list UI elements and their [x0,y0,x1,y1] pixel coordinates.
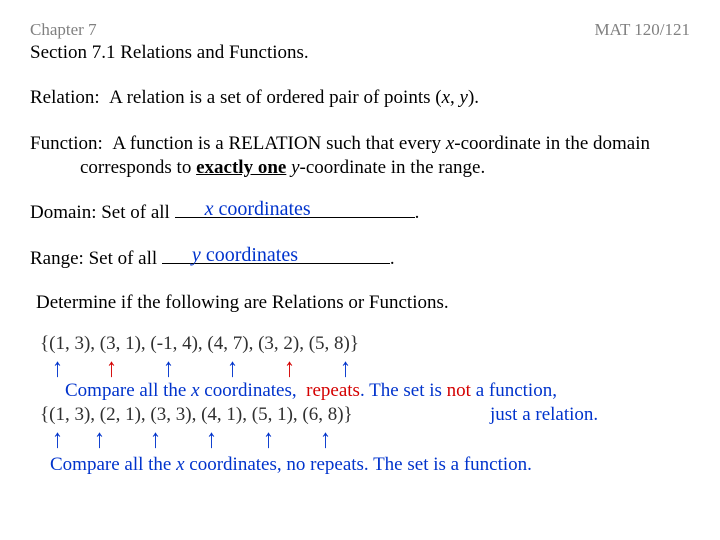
fn-line1a: A function is a RELATION such that every [112,133,445,154]
relation-definition: Relation: A relation is a set of ordered… [30,86,690,110]
c2-x: x [176,454,184,475]
function-line2: corresponds to exactly one y-coordinate … [30,156,690,180]
c1-x: x [191,380,199,401]
up-arrow-icon: ↑ [263,424,274,455]
up-arrow-icon: ↑ [284,352,295,383]
up-arrow-icon: ↑ [52,352,63,383]
fn-x: x [446,133,454,154]
c2-b: coordinates, no repeats. The set is a fu… [185,454,532,475]
determine-prompt: Determine if the following are Relations… [30,291,690,315]
comment1: Compare all the x coordinates, repeats. … [30,379,690,403]
up-arrow-icon: ↑ [106,352,117,383]
row2-wrap: {(1, 3), (2, 1), (3, 3), (4, 1), (5, 1),… [30,404,690,426]
relation-text-a: A relation is a set of ordered pair of p… [109,87,441,108]
up-arrow-icon: ↑ [52,424,63,455]
range-y: y [192,244,201,266]
comma: , [450,87,460,108]
relation-text-b: ). [468,87,479,108]
c1-line2: just a relation. [490,404,598,426]
c1-d: a function, [471,380,557,401]
var-y: y [460,87,468,108]
range-fill: y coordinates [192,243,298,268]
up-arrow-icon: ↑ [340,352,351,383]
section-title: Section 7.1 Relations and Functions. [30,42,690,64]
range-rest: coordinates [201,244,298,266]
chapter-label: Chapter 7 [30,20,97,40]
range-period: . [390,248,395,269]
fn-y: y [291,157,299,178]
up-arrow-icon: ↑ [163,352,174,383]
fn-line1b: -coordinate in the domain [454,133,650,154]
fn-line2a: corresponds to [80,157,196,178]
var-x: x [442,87,450,108]
relation-label: Relation: [30,87,100,108]
fn-line2b: -coordinate in the range. [300,157,486,178]
up-arrow-icon: ↑ [320,424,331,455]
exactly-one: exactly one [196,157,286,178]
course-label: MAT 120/121 [594,20,690,40]
page-header: Chapter 7 MAT 120/121 [0,0,720,40]
up-arrow-icon: ↑ [206,424,217,455]
range-blank: y coordinates [162,247,390,271]
c1-repeats: repeats [306,380,360,401]
function-definition: Function: A function is a RELATION such … [30,132,690,180]
up-arrow-icon: ↑ [94,424,105,455]
c1-b: coordinates, [200,380,297,401]
range-line: Range: Set of all y coordinates. [30,247,690,271]
domain-period: . [415,202,420,223]
function-label: Function: [30,133,103,154]
up-arrow-icon: ↑ [227,352,238,383]
domain-label: Domain: Set of all [30,202,175,223]
c1-c: . The set is [360,380,447,401]
set1-arrows: ↑↑↑↑↑↑ [30,355,690,379]
c2-a: Compare all the [50,454,176,475]
up-arrow-icon: ↑ [150,424,161,455]
domain-blank: x coordinates [175,201,415,225]
domain-rest: coordinates [213,198,310,220]
c1-not: not [447,380,471,401]
range-label: Range: Set of all [30,248,162,269]
domain-line: Domain: Set of all x coordinates. [30,201,690,225]
content-area: Section 7.1 Relations and Functions. Rel… [0,42,720,476]
set1-text: {(1, 3), (3, 1), (-1, 4), (4, 7), (3, 2)… [30,333,690,355]
set2-arrows: ↑↑↑↑↑↑ [30,426,690,450]
domain-fill: x coordinates [205,197,311,222]
comment2: Compare all the x coordinates, no repeat… [30,454,690,476]
